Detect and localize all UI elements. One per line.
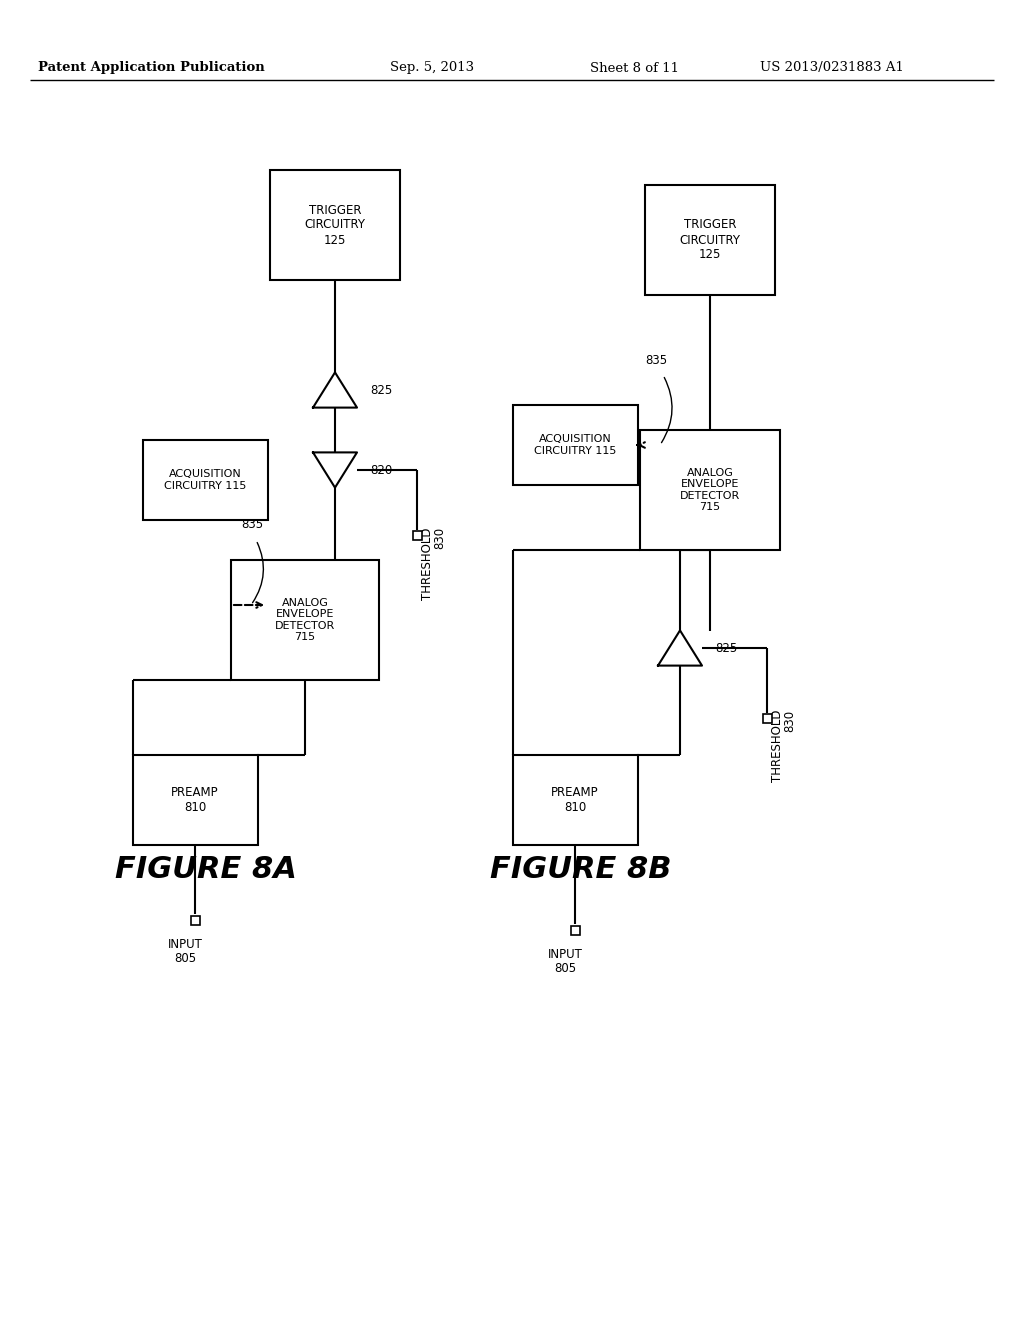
Bar	[132, 755, 257, 845]
Bar	[413, 531, 422, 540]
Text: 835: 835	[241, 519, 263, 532]
Text: ANALOG
ENVELOPE
DETECTOR
715: ANALOG ENVELOPE DETECTOR 715	[680, 467, 740, 512]
Text: 835: 835	[645, 354, 667, 367]
Text: INPUT: INPUT	[548, 948, 583, 961]
Bar	[763, 714, 771, 722]
Text: 825: 825	[370, 384, 392, 396]
Text: 805: 805	[554, 962, 577, 975]
Bar	[640, 430, 780, 550]
Text: 825: 825	[715, 642, 737, 655]
Text: Patent Application Publication: Patent Application Publication	[38, 62, 265, 74]
Text: ACQUISITION
CIRCUITRY 115: ACQUISITION CIRCUITRY 115	[164, 469, 246, 491]
Bar	[190, 916, 200, 924]
Text: Sep. 5, 2013: Sep. 5, 2013	[390, 62, 474, 74]
Text: TRIGGER
CIRCUITRY
125: TRIGGER CIRCUITRY 125	[304, 203, 366, 247]
Bar	[512, 405, 638, 484]
Text: 820: 820	[370, 463, 392, 477]
Text: 830: 830	[783, 710, 796, 733]
Text: PREAMP
810: PREAMP 810	[551, 785, 599, 814]
Text: THRESHOLD: THRESHOLD	[421, 527, 434, 599]
Text: 805: 805	[174, 952, 196, 965]
Bar	[512, 755, 638, 845]
Text: FIGURE 8B: FIGURE 8B	[490, 855, 672, 884]
Text: ACQUISITION
CIRCUITRY 115: ACQUISITION CIRCUITRY 115	[534, 434, 616, 455]
Text: THRESHOLD: THRESHOLD	[771, 710, 784, 783]
Bar	[231, 560, 379, 680]
Text: INPUT: INPUT	[168, 939, 203, 950]
Bar	[570, 925, 580, 935]
Bar	[142, 440, 267, 520]
Text: FIGURE 8A: FIGURE 8A	[115, 855, 297, 884]
Text: TRIGGER
CIRCUITRY
125: TRIGGER CIRCUITRY 125	[680, 219, 740, 261]
Bar	[270, 170, 400, 280]
Text: Sheet 8 of 11: Sheet 8 of 11	[590, 62, 679, 74]
Text: ANALOG
ENVELOPE
DETECTOR
715: ANALOG ENVELOPE DETECTOR 715	[274, 598, 335, 643]
Text: PREAMP
810: PREAMP 810	[171, 785, 219, 814]
Text: US 2013/0231883 A1: US 2013/0231883 A1	[760, 62, 904, 74]
Bar	[645, 185, 775, 294]
Text: 830: 830	[433, 527, 446, 549]
